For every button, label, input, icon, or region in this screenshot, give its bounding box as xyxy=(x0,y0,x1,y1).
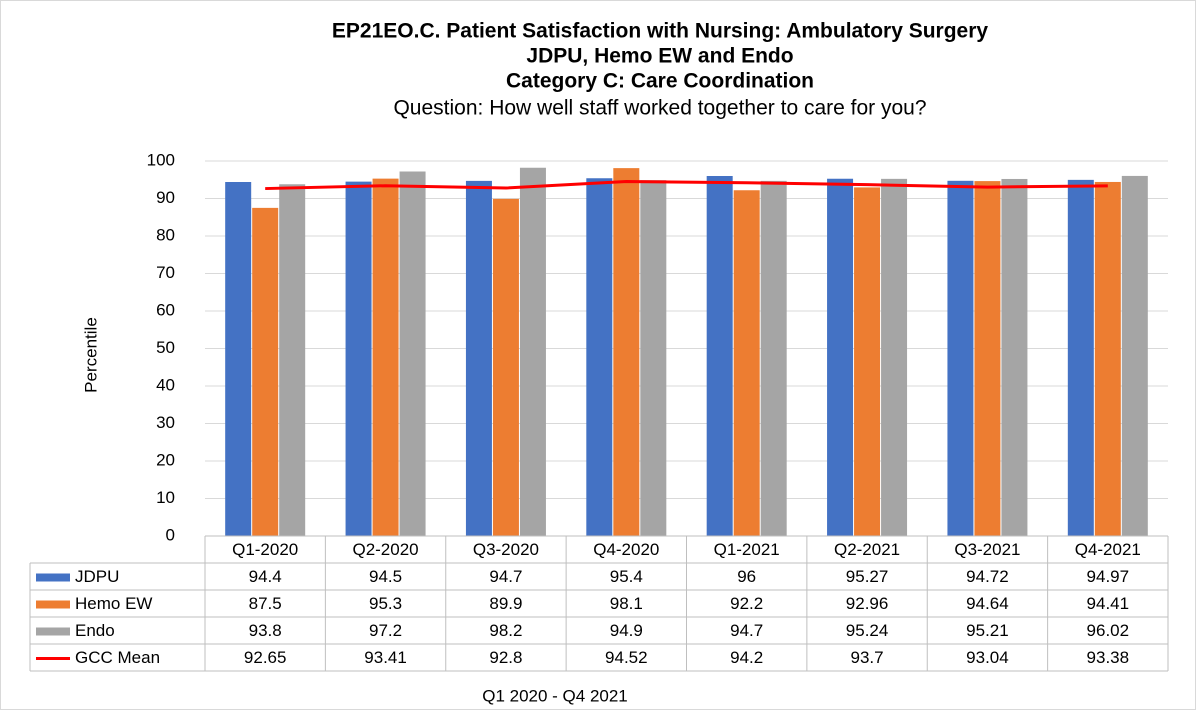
bar xyxy=(465,180,492,536)
table-value: 94.97 xyxy=(1087,567,1130,586)
table-value: 97.2 xyxy=(369,621,402,640)
bar xyxy=(733,190,760,536)
table-value: 94.41 xyxy=(1087,594,1130,613)
table-value: 92.8 xyxy=(489,648,522,667)
bar xyxy=(399,171,426,536)
bar xyxy=(252,207,279,536)
table-value: 94.9 xyxy=(610,621,643,640)
bar xyxy=(760,180,787,536)
x-tick-label: Q4-2021 xyxy=(1075,540,1141,559)
bar xyxy=(974,181,1001,536)
table-value: 94.7 xyxy=(730,621,763,640)
bar xyxy=(225,182,252,536)
table-value: 94.64 xyxy=(966,594,1009,613)
x-tick-label: Q4-2020 xyxy=(593,540,659,559)
bar xyxy=(1121,175,1148,537)
y-tick-label: 70 xyxy=(156,263,175,282)
table-value: 94.2 xyxy=(730,648,763,667)
x-tick-label: Q2-2020 xyxy=(352,540,418,559)
table-value: 96.02 xyxy=(1087,621,1130,640)
legend-label: GCC Mean xyxy=(75,648,160,667)
bar xyxy=(881,178,908,536)
y-tick-label: 20 xyxy=(156,450,175,469)
y-tick-label: 60 xyxy=(156,300,175,319)
table-value: 96 xyxy=(737,567,756,586)
x-axis-title: Q1 2020 - Q4 2021 xyxy=(482,686,628,705)
table-value: 87.5 xyxy=(249,594,282,613)
x-tick-label: Q3-2021 xyxy=(954,540,1020,559)
table-value: 93.7 xyxy=(851,648,884,667)
bar xyxy=(854,187,881,536)
x-tick-label: Q2-2021 xyxy=(834,540,900,559)
table-value: 92.2 xyxy=(730,594,763,613)
table-value: 92.96 xyxy=(846,594,889,613)
table-value: 93.04 xyxy=(966,648,1009,667)
y-tick-label: 30 xyxy=(156,413,175,432)
table-value: 93.8 xyxy=(249,621,282,640)
bar xyxy=(706,176,733,536)
table-value: 92.65 xyxy=(244,648,287,667)
bar xyxy=(1001,178,1028,536)
legend-key xyxy=(36,600,70,609)
y-tick-label: 40 xyxy=(156,375,175,394)
y-tick-label: 100 xyxy=(147,150,175,169)
y-tick-label: 10 xyxy=(156,488,175,507)
x-tick-label: Q3-2020 xyxy=(473,540,539,559)
x-tick-label: Q1-2021 xyxy=(714,540,780,559)
bar xyxy=(1067,179,1094,537)
table-value: 98.1 xyxy=(610,594,643,613)
table-value: 95.21 xyxy=(966,621,1009,640)
bar xyxy=(519,167,546,536)
bar xyxy=(492,198,519,536)
legend-label: Hemo EW xyxy=(75,594,152,613)
chart-title: Category C: Care Coordination xyxy=(506,70,814,93)
table-value: 93.41 xyxy=(364,648,407,667)
bar xyxy=(586,178,613,536)
table-value: 95.27 xyxy=(846,567,889,586)
chart-title: JDPU, Hemo EW and Endo xyxy=(526,45,793,68)
y-tick-label: 50 xyxy=(156,338,175,357)
bar xyxy=(279,184,306,536)
legend-key xyxy=(36,573,70,582)
bar xyxy=(827,178,854,537)
table-value: 89.9 xyxy=(489,594,522,613)
bar xyxy=(640,180,667,536)
table-value: 95.24 xyxy=(846,621,889,640)
table-value: 94.72 xyxy=(966,567,1009,586)
bar xyxy=(1094,181,1121,536)
chart-title: EP21EO.C. Patient Satisfaction with Nurs… xyxy=(332,20,988,43)
line-series xyxy=(265,180,1108,191)
table-value: 95.4 xyxy=(610,567,643,586)
legend-key xyxy=(36,627,70,636)
x-tick-label: Q1-2020 xyxy=(232,540,298,559)
table-value: 93.38 xyxy=(1087,648,1130,667)
y-axis-title: Percentile xyxy=(81,317,100,393)
y-tick-label: 80 xyxy=(156,225,175,244)
table-value: 98.2 xyxy=(489,621,522,640)
bar xyxy=(372,178,399,536)
table-value: 95.3 xyxy=(369,594,402,613)
chart-subtitle: Question: How well staff worked together… xyxy=(393,97,926,120)
bar xyxy=(613,168,640,536)
table-value: 94.4 xyxy=(249,567,282,586)
bar xyxy=(947,180,974,537)
table-value: 94.5 xyxy=(369,567,402,586)
y-tick-label: 90 xyxy=(156,188,175,207)
y-tick-label: 0 xyxy=(166,525,175,544)
legend-label: Endo xyxy=(75,621,115,640)
bar xyxy=(345,181,372,536)
table-value: 94.7 xyxy=(489,567,522,586)
table-value: 94.52 xyxy=(605,648,648,667)
legend-label: JDPU xyxy=(75,567,119,586)
